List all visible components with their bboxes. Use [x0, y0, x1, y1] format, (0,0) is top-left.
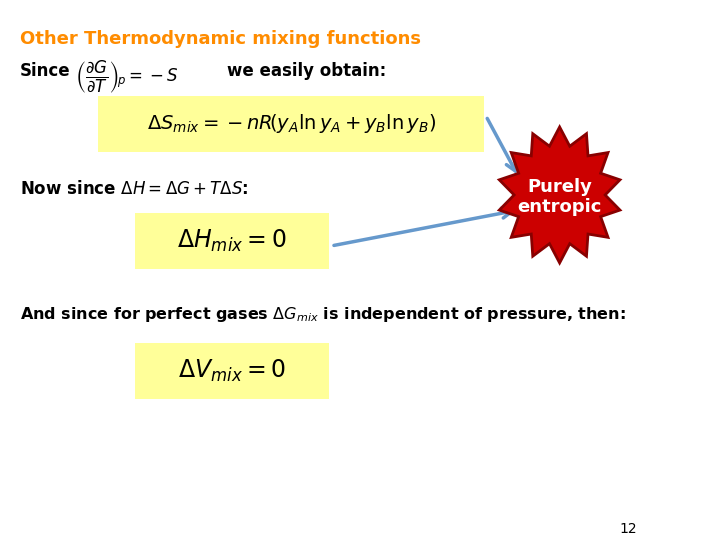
- FancyBboxPatch shape: [135, 213, 330, 269]
- Text: $\Delta S_{mix} = -nR\!\left(y_A \ln y_A + y_B \ln y_B\right)$: $\Delta S_{mix} = -nR\!\left(y_A \ln y_A…: [147, 112, 436, 136]
- Text: $\left(\dfrac{\partial G}{\partial T}\right)_{\!p} = -S$: $\left(\dfrac{\partial G}{\partial T}\ri…: [75, 58, 178, 94]
- Text: $\Delta V_{mix} = 0$: $\Delta V_{mix} = 0$: [178, 358, 286, 384]
- FancyBboxPatch shape: [135, 343, 330, 399]
- Text: Now since $\Delta H = \Delta G + T\Delta S$:: Now since $\Delta H = \Delta G + T\Delta…: [20, 180, 248, 198]
- Text: Purely: Purely: [527, 178, 592, 196]
- Text: $\Delta H_{mix} = 0$: $\Delta H_{mix} = 0$: [177, 228, 287, 254]
- Text: Other Thermodynamic mixing functions: Other Thermodynamic mixing functions: [20, 30, 421, 48]
- Text: entropic: entropic: [518, 198, 602, 216]
- Text: 12: 12: [619, 522, 637, 536]
- Polygon shape: [499, 127, 620, 263]
- Text: And since for perfect gases $\Delta G_{mix}$ is independent of pressure, then:: And since for perfect gases $\Delta G_{m…: [20, 305, 626, 324]
- FancyBboxPatch shape: [98, 96, 484, 152]
- Text: we easily obtain:: we easily obtain:: [228, 62, 387, 80]
- Text: Since: Since: [20, 62, 71, 80]
